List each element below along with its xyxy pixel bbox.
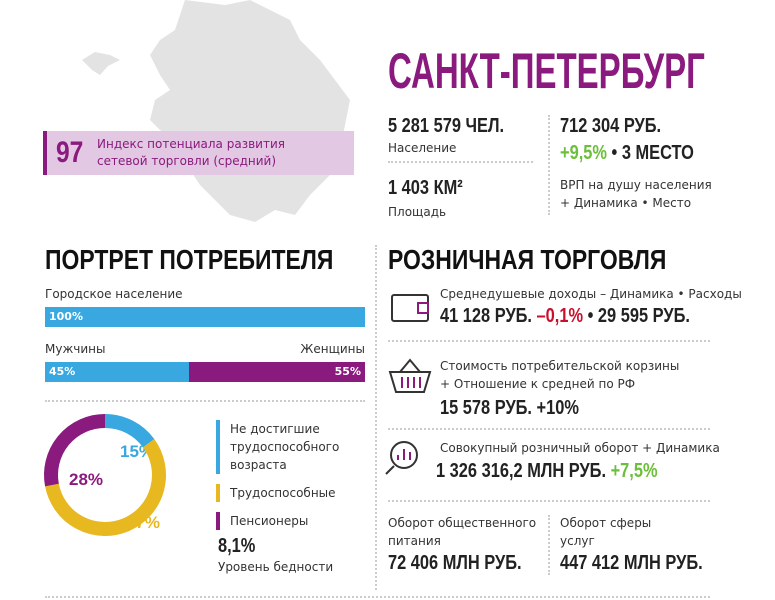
income-extra: • 29 595 РУБ. — [587, 305, 690, 327]
urban-bar: 100% — [45, 307, 365, 327]
donut-segment — [104, 414, 155, 448]
income-change: –0,1% — [536, 305, 584, 327]
area-label: Площадь — [388, 205, 447, 219]
urban-label: Городское население — [45, 287, 183, 301]
wallet-icon — [391, 294, 429, 322]
catering-value: 72 406 МЛН РУБ. — [388, 552, 522, 574]
index-box — [43, 131, 354, 175]
income-label: Среднедушевые доходы – Динамика • Расход… — [440, 287, 742, 301]
index-label: Индекс потенциала развития сетевой торго… — [97, 137, 285, 168]
portrait-title: ПОРТРЕТ ПОТРЕБИТЕЛЯ — [45, 244, 334, 275]
gender-bar-area: 45% 55% — [45, 362, 365, 382]
services-label: Оборот сферы услуг — [560, 516, 652, 548]
turnover-change: +7,5% — [610, 460, 658, 482]
retail-title: РОЗНИЧНАЯ ТОРГОВЛЯ — [388, 244, 667, 275]
income-value: 41 128 РУБ. — [440, 305, 532, 327]
area-value: 1 403 КМ² — [388, 177, 463, 199]
donut-label: 28% — [69, 470, 103, 489]
gender-bar: 55% — [189, 362, 365, 382]
gender-bar: 45% — [45, 362, 189, 382]
island — [82, 52, 120, 75]
basket-sublabel: + Отношение к средней по РФ — [440, 377, 636, 391]
index-value: 97 — [56, 136, 84, 169]
city-map — [150, 0, 350, 222]
basket-label: Стоимость потребительской корзины — [440, 359, 680, 373]
urban-bar-area: 100% — [45, 307, 365, 327]
legend-text: Пенсионеры — [230, 514, 309, 528]
population-label: Население — [388, 141, 457, 155]
donut-segment — [45, 439, 166, 536]
services-value: 447 412 МЛН РУБ. — [560, 552, 703, 574]
grp-change: +9,5% — [560, 142, 607, 164]
grp-rank: • 3 МЕСТО — [611, 142, 694, 164]
legend-entry: Не достигшие трудоспособного возраста — [216, 420, 366, 474]
grp-line: +9,5% • 3 МЕСТО — [560, 142, 694, 165]
basket-icon — [388, 358, 432, 393]
turnover-line: 1 326 316,2 МЛН РУБ. +7,5% — [436, 460, 658, 483]
age-legend: Не достигшие трудоспособного возраста Тру… — [216, 420, 366, 540]
grp-value: 712 304 РУБ. — [560, 115, 662, 137]
legend-text: Трудоспособные — [230, 486, 336, 500]
legend-entry: Трудоспособные — [216, 484, 366, 502]
women-label: Женщины — [300, 342, 365, 356]
population-value: 5 281 579 ЧЕЛ. — [388, 115, 505, 137]
donut-label: 57% — [126, 513, 160, 532]
turnover-label: Совокупный розничный оборот + Динамика — [440, 441, 720, 455]
catering-label: Оборот общественного питания — [388, 516, 537, 548]
poverty-value: 8,1% — [218, 535, 256, 557]
grp-label: ВРП на душу населения — [560, 178, 712, 192]
legend-entry: Пенсионеры — [216, 512, 366, 530]
bar-label: 100% — [49, 310, 83, 323]
income-line: 41 128 РУБ. –0,1% • 29 595 РУБ. — [440, 305, 690, 328]
city-title: САНКТ-ПЕТЕРБУРГ — [388, 43, 705, 99]
poverty-label: Уровень бедности — [218, 560, 334, 574]
bar-label: 55% — [334, 365, 361, 378]
turnover-value: 1 326 316,2 МЛН РУБ. — [436, 460, 607, 482]
search-icon — [385, 441, 418, 475]
bar-label: 45% — [49, 365, 76, 378]
age-donut: 15%57%28% — [44, 414, 166, 536]
basket-value: 15 578 РУБ. +10% — [440, 397, 579, 419]
grp-sublabel: + Динамика • Место — [560, 196, 692, 210]
donut-segment — [44, 414, 106, 487]
legend-text: Не достигшие трудоспособного возраста — [230, 422, 340, 472]
men-label: Мужчины — [45, 342, 106, 356]
